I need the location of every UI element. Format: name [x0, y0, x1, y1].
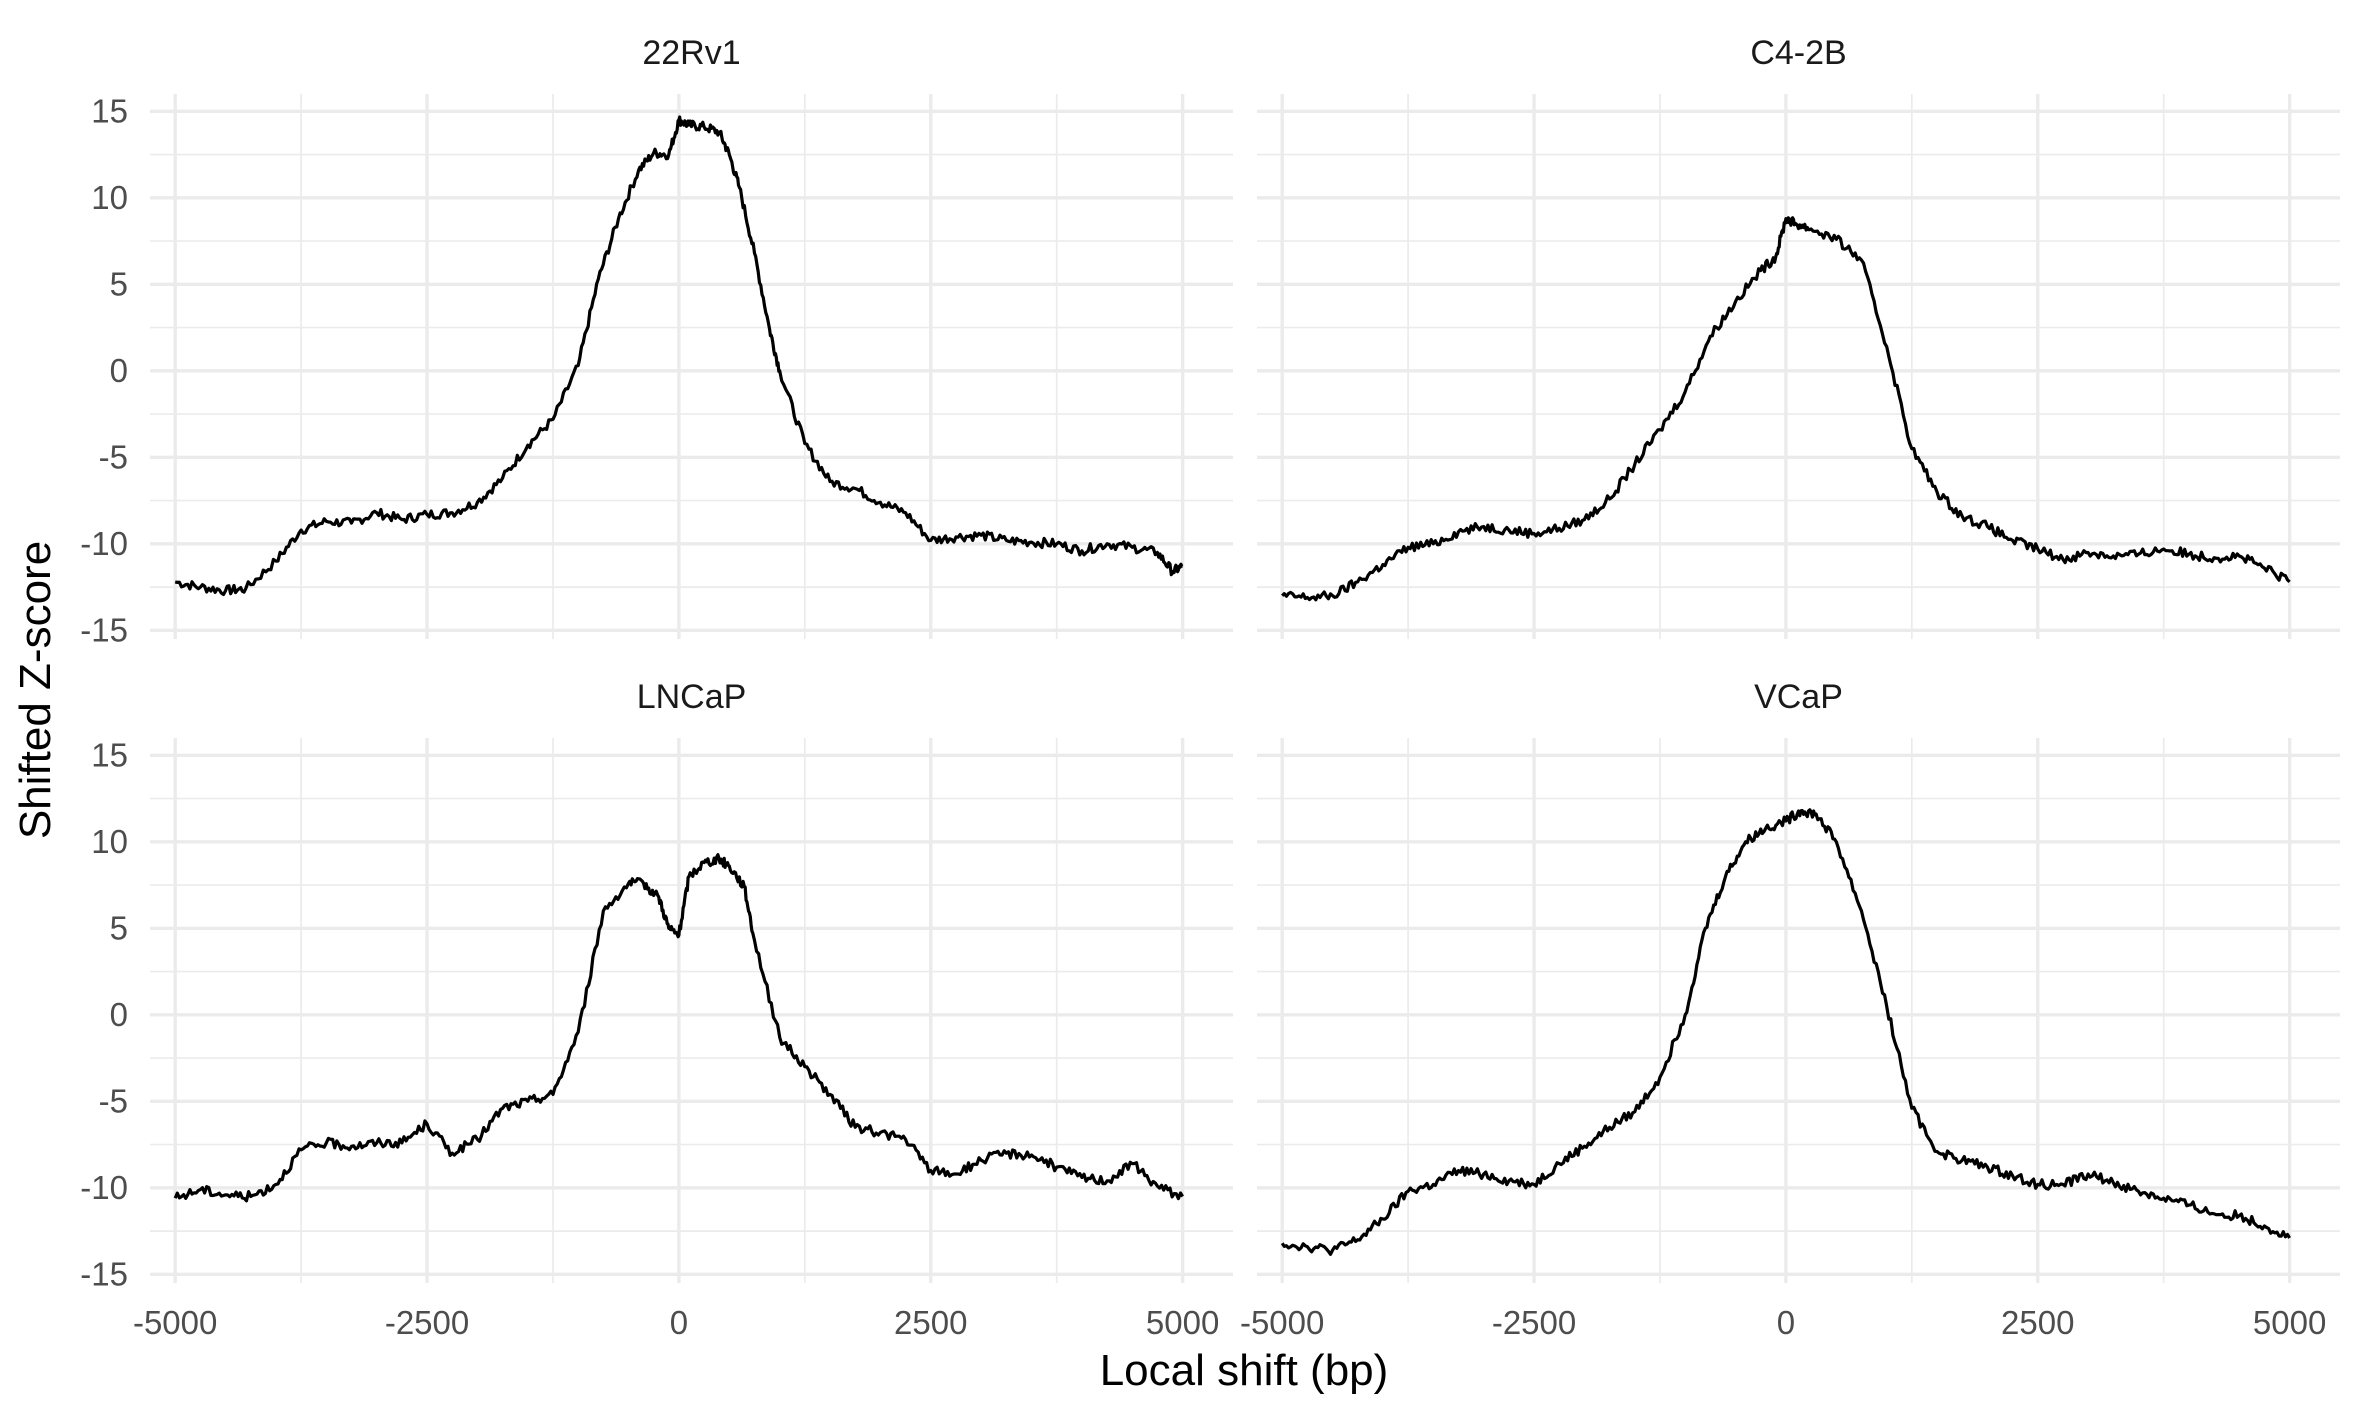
y-tick-label: -5: [99, 438, 128, 475]
x-tick-label: -5000: [133, 1304, 217, 1341]
panel-lncap: LNCaP -15 -10 -5 0 5 10 15 -5000 -2500 0 2500 5000: [80, 678, 1233, 1341]
y-tick-label: 0: [110, 996, 128, 1033]
panel-title: 22Rv1: [642, 34, 740, 72]
panel-c4-2b: C4-2B: [1257, 34, 2340, 639]
y-tick-label: -5: [99, 1082, 128, 1119]
x-tick-label: 0: [1777, 1304, 1795, 1341]
panel-22rv1: 22Rv1 -15 -10 -5 0 5 10 15: [80, 34, 1233, 648]
panel-vcap: VCaP -5000 -2500 0 2500 5000: [1240, 678, 2340, 1341]
panel-title: VCaP: [1754, 678, 1843, 716]
x-axis-title: Local shift (bp): [1100, 1346, 1389, 1395]
y-tick-label: 5: [110, 909, 128, 946]
x-tick-label: 5000: [2253, 1304, 2326, 1341]
y-tick-label: 10: [91, 823, 128, 860]
panel-title: C4-2B: [1750, 34, 1846, 72]
y-tick-label: 15: [91, 92, 128, 129]
x-tick-label: -2500: [1492, 1304, 1576, 1341]
x-tick-label: -2500: [385, 1304, 469, 1341]
y-tick-label: -10: [80, 525, 128, 562]
x-tick-label: 5000: [1146, 1304, 1219, 1341]
y-tick-label: -15: [80, 611, 128, 648]
y-tick-label: -15: [80, 1255, 128, 1292]
series-line: [1280, 808, 2291, 1256]
y-tick-label: 0: [110, 352, 128, 389]
series-line: [1281, 216, 2291, 602]
y-tick-label: 10: [91, 179, 128, 216]
y-tick-label: -10: [80, 1169, 128, 1206]
series-line: [174, 115, 1184, 597]
facet-panels: 22Rv1 -15 -10 -5 0 5 10 15 C4-2B LNCaP -15 -10 -5 0 5 1…: [80, 34, 2340, 1341]
y-tick-label: 15: [91, 736, 128, 773]
series-line: [173, 853, 1184, 1203]
x-tick-label: 0: [670, 1304, 688, 1341]
y-tick-label: 5: [110, 265, 128, 302]
y-axis-title: Shifted Z-score: [11, 541, 60, 839]
x-tick-label: 2500: [894, 1304, 967, 1341]
x-tick-label: -5000: [1240, 1304, 1324, 1341]
x-tick-label: 2500: [2001, 1304, 2074, 1341]
panel-title: LNCaP: [637, 678, 747, 716]
